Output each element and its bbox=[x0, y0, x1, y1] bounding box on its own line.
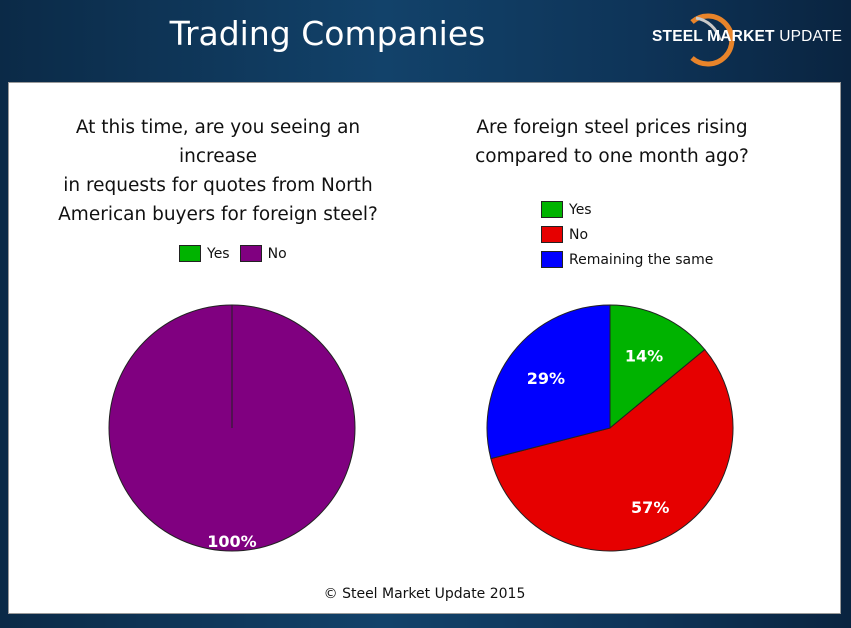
legend-swatch-yes bbox=[541, 201, 563, 218]
copyright-footer: © Steel Market Update 2015 bbox=[323, 586, 526, 602]
left-chart-title: At this time, are you seeing an increase… bbox=[34, 113, 402, 229]
left-legend: Yes No bbox=[179, 245, 287, 262]
pie-data-label: 100% bbox=[207, 532, 256, 551]
legend-label-no: No bbox=[569, 226, 589, 243]
legend-swatch-remaining bbox=[541, 251, 563, 268]
right-title-line: Are foreign steel prices rising bbox=[476, 117, 748, 138]
pie-data-label: 14% bbox=[625, 347, 663, 366]
pie-charts-canvas: 100% 14% 57% 29% bbox=[108, 304, 734, 552]
logo-text-bold: STEEL MARKET bbox=[652, 28, 775, 45]
legend-label-no: No bbox=[267, 245, 287, 262]
logo-swoosh-icon bbox=[690, 13, 735, 67]
slide-title: Trading Companies bbox=[169, 14, 486, 53]
logo-text-light: UPDATE bbox=[779, 28, 843, 45]
left-title-line: At this time, are you seeing an increase bbox=[75, 117, 361, 167]
right-legend-remaining: Remaining the same bbox=[541, 251, 713, 268]
right-legend-yes: Yes bbox=[541, 201, 592, 218]
pie-slice-yes bbox=[609, 304, 706, 430]
legend-swatch-yes bbox=[179, 245, 201, 262]
legend-label-yes: Yes bbox=[207, 245, 230, 262]
left-title-line: in requests for quotes from North bbox=[63, 175, 373, 196]
legend-swatch-no bbox=[239, 245, 262, 262]
legend-swatch-no bbox=[541, 226, 563, 243]
right-title-line: compared to one month ago? bbox=[475, 146, 749, 167]
right-legend-no: No bbox=[541, 226, 588, 243]
pie-slice-remaining-the-same bbox=[486, 304, 611, 460]
steel-market-update-logo: STEEL MARKET UPDATE bbox=[640, 6, 845, 70]
legend-label-remaining: Remaining the same bbox=[569, 251, 714, 268]
legend-label-yes: Yes bbox=[569, 201, 592, 218]
pie-data-label: 29% bbox=[527, 369, 565, 388]
left-title-line: American buyers for foreign steel? bbox=[58, 204, 378, 225]
pie-data-label: 57% bbox=[631, 498, 669, 517]
right-chart-title: Are foreign steel prices rising compared… bbox=[449, 113, 775, 171]
pie-slice-no bbox=[490, 348, 734, 552]
chart-panel: At this time, are you seeing an increase… bbox=[8, 82, 841, 614]
